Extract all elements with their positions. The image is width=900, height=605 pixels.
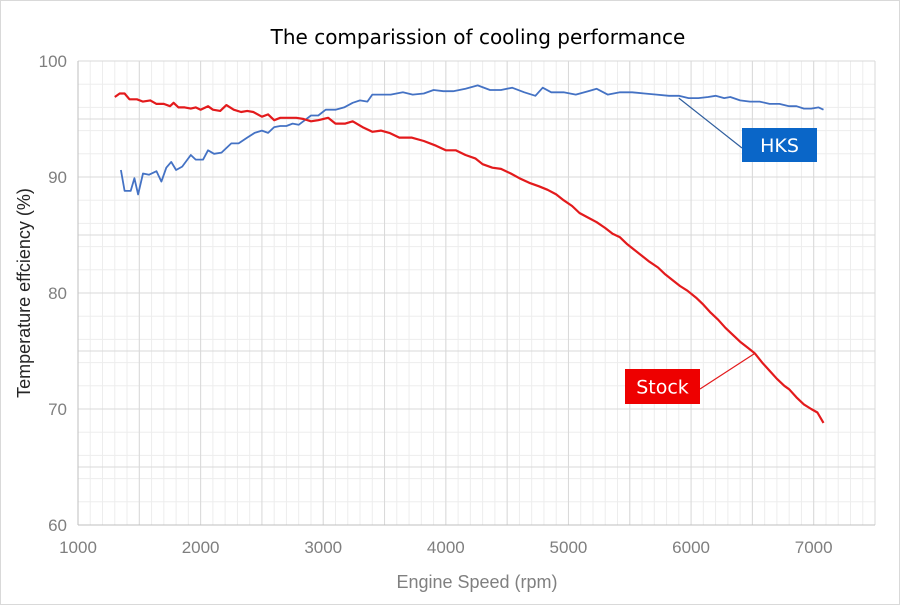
- callout-box-stock: [625, 369, 700, 404]
- legend-label-hks: HKS: [760, 135, 799, 157]
- x-tick-label: 6000: [672, 538, 710, 557]
- x-axis-label: Engine Speed (rpm): [396, 572, 557, 592]
- y-tick-label: 80: [48, 284, 67, 303]
- chart-title: The comparission of cooling performance: [270, 25, 686, 49]
- x-tick-label: 7000: [795, 538, 833, 557]
- x-tick-label: 5000: [550, 538, 588, 557]
- series-line-stock: [114, 92, 825, 424]
- callout-box-hks: [742, 128, 817, 162]
- y-tick-label: 100: [39, 52, 67, 71]
- y-tick-label: 60: [48, 516, 67, 535]
- y-tick-label: 70: [48, 400, 67, 419]
- callout-leader-hks: [678, 97, 743, 149]
- x-tick-label: 3000: [304, 538, 342, 557]
- axes: [77, 61, 875, 526]
- legend-label-stock: Stock: [636, 377, 689, 399]
- series-callouts: HKS Stock: [625, 97, 817, 404]
- x-tick-label: 4000: [427, 538, 465, 557]
- y-tick-label: 90: [48, 168, 67, 187]
- series-line-hks: [120, 84, 824, 196]
- y-axis-label: Temperature effciency (%): [14, 188, 34, 398]
- y-tick-labels: 60 70 80 90 100: [39, 52, 67, 535]
- x-tick-label: 1000: [59, 538, 97, 557]
- x-tick-label: 2000: [182, 538, 220, 557]
- series-lines: [114, 84, 825, 424]
- callout-leader-stock: [699, 352, 756, 390]
- x-tick-labels: 1000 2000 3000 4000 5000 6000 7000: [59, 538, 833, 557]
